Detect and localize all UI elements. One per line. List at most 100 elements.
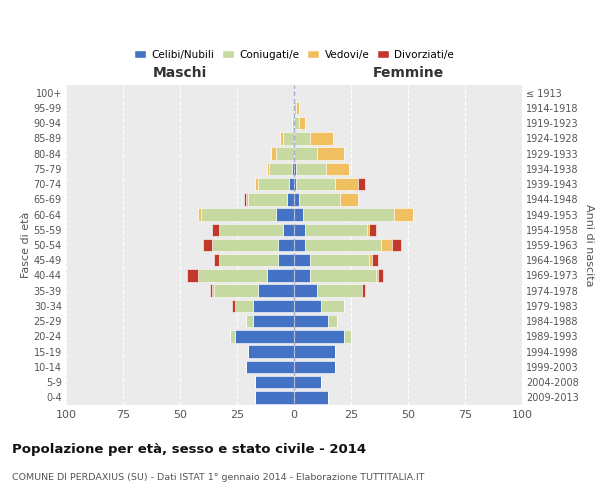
Bar bbox=[371, 254, 379, 266]
Bar bbox=[310, 269, 376, 281]
Bar bbox=[294, 132, 310, 144]
Bar bbox=[294, 117, 299, 130]
Bar bbox=[335, 178, 358, 190]
Bar bbox=[287, 193, 294, 205]
Bar bbox=[257, 284, 294, 297]
Bar bbox=[230, 330, 235, 342]
Bar bbox=[299, 193, 340, 205]
Bar bbox=[248, 346, 294, 358]
Bar bbox=[358, 178, 365, 190]
Bar bbox=[340, 193, 358, 205]
Bar bbox=[278, 239, 294, 251]
Bar bbox=[187, 269, 198, 281]
Bar bbox=[200, 208, 276, 221]
Bar bbox=[276, 148, 294, 160]
Bar bbox=[379, 269, 383, 281]
Bar bbox=[219, 224, 283, 236]
Bar bbox=[253, 315, 294, 328]
Text: COMUNE DI PERDAXIUS (SU) - Dati ISTAT 1° gennaio 2014 - Elaborazione TUTTITALIA.: COMUNE DI PERDAXIUS (SU) - Dati ISTAT 1°… bbox=[12, 472, 425, 482]
Bar bbox=[296, 178, 335, 190]
Bar bbox=[266, 269, 294, 281]
Bar bbox=[294, 239, 305, 251]
Bar bbox=[198, 269, 266, 281]
Bar bbox=[369, 224, 376, 236]
Bar bbox=[294, 224, 305, 236]
Bar bbox=[248, 193, 287, 205]
Bar bbox=[317, 148, 344, 160]
Bar bbox=[392, 239, 401, 251]
Bar bbox=[294, 148, 317, 160]
Bar bbox=[212, 239, 278, 251]
Bar bbox=[296, 162, 326, 175]
Bar bbox=[255, 391, 294, 404]
Bar bbox=[283, 224, 294, 236]
Bar bbox=[294, 330, 344, 342]
Bar bbox=[294, 284, 317, 297]
Bar bbox=[257, 178, 289, 190]
Bar bbox=[266, 162, 269, 175]
Bar bbox=[255, 178, 257, 190]
Text: Popolazione per età, sesso e stato civile - 2014: Popolazione per età, sesso e stato civil… bbox=[12, 442, 366, 456]
Text: Femmine: Femmine bbox=[373, 66, 443, 80]
Bar bbox=[198, 208, 200, 221]
Bar bbox=[271, 148, 276, 160]
Bar bbox=[283, 132, 294, 144]
Bar bbox=[292, 162, 294, 175]
Bar bbox=[294, 346, 335, 358]
Bar bbox=[294, 360, 335, 373]
Bar bbox=[344, 330, 351, 342]
Y-axis label: Anni di nascita: Anni di nascita bbox=[584, 204, 595, 286]
Bar bbox=[276, 208, 294, 221]
Bar bbox=[310, 254, 369, 266]
Bar bbox=[294, 254, 310, 266]
Bar bbox=[294, 391, 328, 404]
Bar bbox=[296, 102, 299, 114]
Bar bbox=[214, 284, 257, 297]
Bar bbox=[322, 300, 344, 312]
Text: Maschi: Maschi bbox=[153, 66, 207, 80]
Bar bbox=[310, 132, 333, 144]
Bar bbox=[203, 239, 212, 251]
Bar bbox=[326, 162, 349, 175]
Bar bbox=[294, 376, 322, 388]
Bar bbox=[299, 117, 305, 130]
Bar bbox=[367, 224, 369, 236]
Bar bbox=[289, 178, 294, 190]
Bar bbox=[380, 239, 392, 251]
Bar bbox=[294, 162, 296, 175]
Bar bbox=[305, 224, 367, 236]
Bar bbox=[376, 269, 379, 281]
Bar bbox=[246, 315, 253, 328]
Bar bbox=[219, 254, 278, 266]
Bar bbox=[278, 254, 294, 266]
Bar bbox=[294, 315, 328, 328]
Bar bbox=[235, 330, 294, 342]
Bar bbox=[303, 208, 394, 221]
Bar bbox=[317, 284, 362, 297]
Bar bbox=[294, 193, 299, 205]
Bar bbox=[232, 300, 235, 312]
Bar bbox=[246, 360, 294, 373]
Bar bbox=[246, 193, 248, 205]
Bar bbox=[294, 178, 296, 190]
Bar bbox=[294, 300, 322, 312]
Bar bbox=[328, 315, 337, 328]
Bar bbox=[394, 208, 413, 221]
Bar bbox=[244, 193, 246, 205]
Bar bbox=[253, 300, 294, 312]
Bar bbox=[294, 102, 296, 114]
Bar bbox=[269, 162, 292, 175]
Bar bbox=[209, 284, 212, 297]
Bar bbox=[294, 208, 303, 221]
Bar bbox=[212, 224, 219, 236]
Legend: Celibi/Nubili, Coniugati/e, Vedovi/e, Divorziati/e: Celibi/Nubili, Coniugati/e, Vedovi/e, Di… bbox=[130, 46, 458, 64]
Bar bbox=[214, 254, 219, 266]
Bar bbox=[294, 269, 310, 281]
Bar bbox=[305, 239, 380, 251]
Bar bbox=[292, 117, 294, 130]
Bar bbox=[235, 300, 253, 312]
Bar bbox=[369, 254, 371, 266]
Bar bbox=[362, 284, 365, 297]
Bar bbox=[280, 132, 283, 144]
Y-axis label: Fasce di età: Fasce di età bbox=[20, 212, 31, 278]
